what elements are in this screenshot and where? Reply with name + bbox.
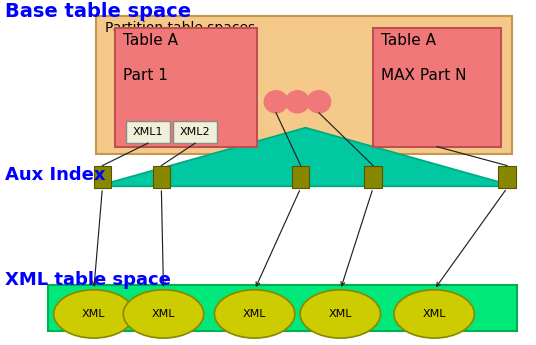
Polygon shape: [96, 128, 515, 186]
Bar: [373, 28, 501, 147]
Ellipse shape: [264, 91, 288, 113]
Text: Aux Index: Aux Index: [5, 166, 106, 184]
Bar: [94, 166, 111, 188]
Text: XML: XML: [422, 309, 446, 319]
Bar: [115, 28, 257, 147]
Ellipse shape: [54, 290, 134, 338]
Bar: [153, 166, 170, 188]
Text: Table A

Part 1: Table A Part 1: [123, 33, 178, 82]
Bar: [498, 166, 516, 188]
Ellipse shape: [394, 290, 474, 338]
Text: XML2: XML2: [180, 127, 211, 137]
Text: XML: XML: [82, 309, 106, 319]
Text: Partition table spaces: Partition table spaces: [105, 21, 255, 35]
Text: XML: XML: [243, 309, 266, 319]
Text: XML: XML: [152, 309, 175, 319]
Text: Table A

MAX Part N: Table A MAX Part N: [381, 33, 466, 82]
Bar: [292, 166, 309, 188]
Bar: [364, 166, 382, 188]
Ellipse shape: [123, 290, 204, 338]
Text: Base table space: Base table space: [5, 2, 191, 21]
Bar: [96, 16, 512, 154]
Bar: [126, 121, 170, 143]
Ellipse shape: [214, 290, 295, 338]
Text: XML1: XML1: [133, 127, 163, 137]
Ellipse shape: [307, 91, 331, 113]
Ellipse shape: [286, 91, 309, 113]
Bar: [173, 121, 217, 143]
Bar: [48, 285, 517, 331]
Text: XML: XML: [329, 309, 352, 319]
Text: XML table space: XML table space: [5, 271, 171, 289]
Ellipse shape: [300, 290, 381, 338]
